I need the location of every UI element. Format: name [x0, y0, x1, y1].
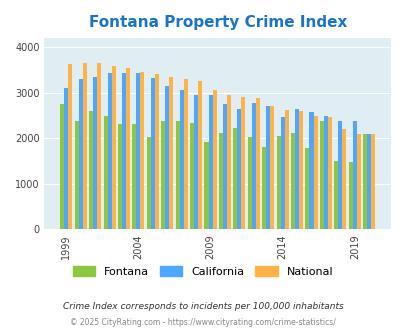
Bar	[222, 104, 226, 229]
Bar	[165, 86, 169, 229]
Text: © 2025 CityRating.com - https://www.cityrating.com/crime-statistics/: © 2025 CityRating.com - https://www.city…	[70, 318, 335, 327]
Bar	[247, 137, 251, 229]
Bar	[284, 110, 288, 229]
Text: Crime Index corresponds to incidents per 100,000 inhabitants: Crime Index corresponds to incidents per…	[62, 302, 343, 312]
Bar	[147, 137, 150, 229]
Bar	[356, 134, 360, 229]
Bar	[60, 104, 64, 229]
Bar	[233, 128, 237, 229]
Bar	[64, 88, 68, 229]
Bar	[140, 72, 144, 229]
Bar	[190, 123, 194, 229]
Bar	[280, 117, 284, 229]
Bar	[89, 112, 93, 229]
Bar	[132, 124, 136, 229]
Bar	[226, 95, 230, 229]
Title: Fontana Property Crime Index: Fontana Property Crime Index	[88, 15, 346, 30]
Bar	[251, 103, 255, 229]
Bar	[270, 106, 274, 229]
Bar	[366, 134, 370, 229]
Bar	[298, 112, 303, 229]
Bar	[352, 121, 356, 229]
Bar	[204, 142, 208, 229]
Bar	[327, 117, 331, 229]
Bar	[122, 73, 126, 229]
Bar	[305, 148, 309, 229]
Bar	[323, 115, 327, 229]
Bar	[117, 124, 121, 229]
Legend: Fontana, California, National: Fontana, California, National	[68, 262, 337, 281]
Bar	[179, 90, 183, 229]
Bar	[241, 97, 245, 229]
Bar	[362, 134, 366, 229]
Bar	[103, 115, 107, 229]
Bar	[212, 90, 216, 229]
Bar	[175, 120, 179, 229]
Bar	[294, 109, 298, 229]
Bar	[266, 107, 270, 229]
Bar	[198, 82, 202, 229]
Bar	[237, 109, 241, 229]
Bar	[341, 129, 345, 229]
Bar	[276, 136, 280, 229]
Bar	[169, 77, 173, 229]
Bar	[68, 64, 72, 229]
Bar	[370, 134, 374, 229]
Bar	[309, 112, 313, 229]
Bar	[126, 68, 130, 229]
Bar	[79, 79, 83, 229]
Bar	[319, 120, 323, 229]
Bar	[75, 120, 79, 229]
Bar	[290, 133, 294, 229]
Bar	[154, 74, 158, 229]
Bar	[111, 66, 115, 229]
Bar	[97, 63, 101, 229]
Bar	[183, 79, 187, 229]
Bar	[313, 116, 317, 229]
Bar	[107, 73, 111, 229]
Bar	[136, 73, 140, 229]
Bar	[262, 148, 266, 229]
Bar	[208, 95, 212, 229]
Bar	[255, 98, 259, 229]
Bar	[333, 161, 337, 229]
Bar	[161, 120, 165, 229]
Bar	[218, 133, 222, 229]
Bar	[93, 77, 97, 229]
Bar	[150, 78, 154, 229]
Bar	[337, 120, 341, 229]
Bar	[83, 63, 87, 229]
Bar	[348, 162, 352, 229]
Bar	[194, 95, 198, 229]
